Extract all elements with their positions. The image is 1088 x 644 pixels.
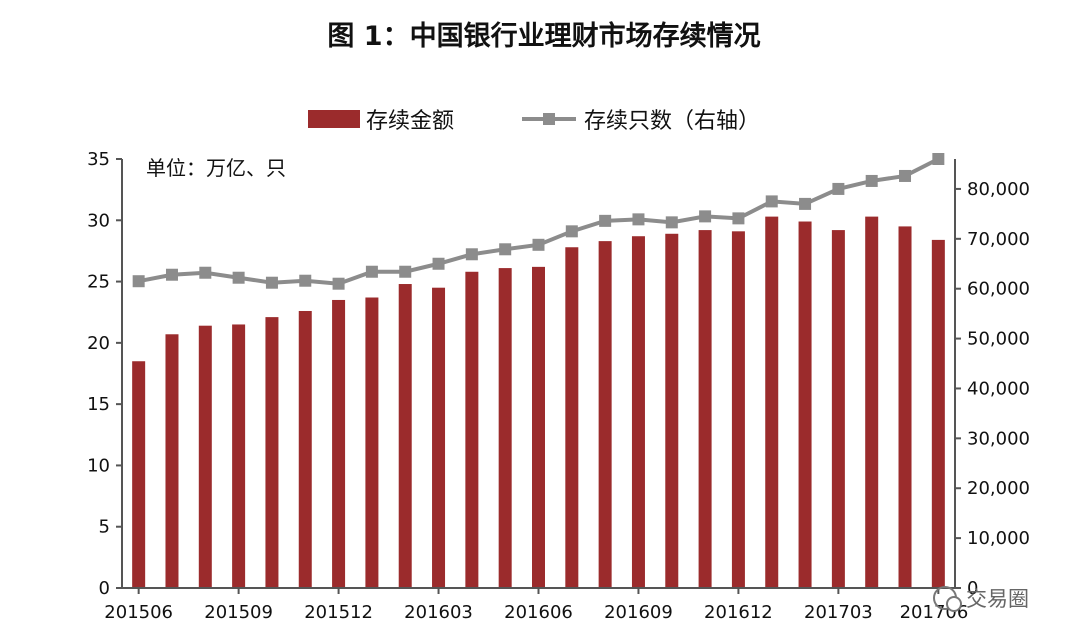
line-point-201609 — [632, 213, 645, 226]
bar-201705 — [898, 226, 912, 588]
bar-series — [132, 216, 945, 589]
line-point-201702 — [799, 197, 812, 210]
bar-201506 — [132, 361, 146, 588]
bar-201702 — [798, 221, 812, 589]
bar-201606 — [532, 266, 545, 588]
wechat-icon-small — [946, 596, 962, 612]
line-point-201603 — [432, 257, 445, 270]
line-series — [132, 153, 945, 290]
bar-201609 — [631, 236, 645, 588]
line-point-201704 — [865, 174, 878, 187]
bar-201611 — [698, 230, 712, 588]
bar-201607 — [565, 247, 579, 588]
y-left-tick-label: 10 — [87, 455, 110, 476]
bar-201706 — [931, 239, 945, 588]
y-right-tick-label: 60,000 — [967, 279, 1030, 300]
legend: 存续金额 存续只数（右轴） — [308, 109, 760, 134]
y-left-tick-label: 20 — [87, 333, 110, 354]
line-point-201510 — [265, 276, 278, 289]
line-point-201703 — [832, 182, 845, 195]
axes: 0 5 10 15 20 25 30 35 0 10,000 20,000 30,000 40,000 5… — [87, 149, 1030, 623]
legend-line-label: 存续只数（右轴） — [584, 109, 760, 134]
line-point-201611 — [699, 210, 712, 223]
bar-201604 — [465, 271, 479, 588]
x-tick-label: 201509 — [204, 602, 273, 623]
legend-bar-label: 存续金额 — [366, 109, 454, 134]
bar-201601 — [365, 297, 379, 588]
line-point-201601 — [365, 265, 378, 278]
unit-note: 单位：万亿、只 — [146, 156, 286, 180]
bar-201704 — [865, 216, 879, 588]
bar-201602 — [398, 284, 412, 588]
x-tick-label: 201512 — [304, 602, 373, 623]
y-left-tick-label: 5 — [99, 517, 110, 538]
y-right-tick-label: 80,000 — [967, 179, 1030, 200]
y-right-tick-label: 40,000 — [967, 378, 1030, 399]
line-point-201511 — [299, 274, 312, 287]
y-left-tick-label: 35 — [87, 149, 110, 170]
x-tick-label: 201506 — [104, 602, 173, 623]
bar-201703 — [831, 230, 845, 588]
bar-201510 — [265, 317, 279, 588]
line-point-201512 — [332, 277, 345, 290]
bar-201605 — [498, 268, 512, 588]
y-left-tick-label: 15 — [87, 394, 110, 415]
line-point-201701 — [765, 195, 778, 208]
line-point-201608 — [599, 214, 612, 227]
y-right-tick-label: 0 — [967, 578, 978, 599]
watermark: 交易圈 — [933, 586, 1029, 612]
line-point-201705 — [899, 169, 912, 182]
bar-201701 — [765, 216, 779, 588]
x-tick-label: 201603 — [404, 602, 473, 623]
chart-title: 图 1：中国银行业理财市场存续情况 — [327, 21, 761, 52]
y-right-tick-label: 30,000 — [967, 428, 1030, 449]
line-point-201706 — [932, 153, 945, 165]
line-point-201506 — [132, 275, 145, 288]
bar-201509 — [232, 324, 246, 588]
y-right-tick-label: 50,000 — [967, 329, 1030, 350]
line-point-201605 — [499, 243, 512, 256]
y-left-tick-label: 0 — [99, 578, 110, 599]
line-point-201604 — [465, 248, 478, 261]
bar-201608 — [598, 241, 612, 588]
line-point-201610 — [665, 216, 678, 229]
y-left-tick-label: 30 — [87, 210, 110, 231]
line-point-201509 — [232, 271, 245, 284]
line-point-201612 — [732, 212, 745, 225]
bar-201507 — [165, 334, 179, 588]
y-right-tick-label: 20,000 — [967, 478, 1030, 499]
x-tick-label: 201612 — [704, 602, 773, 623]
bar-201610 — [665, 233, 679, 589]
watermark-text: 交易圈 — [966, 587, 1029, 611]
line-point-201606 — [532, 238, 545, 251]
line-point-201508 — [199, 266, 212, 279]
bar-201603 — [432, 287, 446, 588]
line-point-201507 — [165, 268, 178, 281]
legend-line-marker — [543, 113, 555, 125]
x-tick-label: 201606 — [504, 602, 573, 623]
bar-201508 — [198, 325, 212, 588]
line-point-201607 — [565, 225, 578, 238]
x-tick-label: 201703 — [804, 602, 873, 623]
line-point-201602 — [399, 265, 412, 278]
bar-201612 — [731, 231, 745, 588]
y-right-tick-label: 70,000 — [967, 229, 1030, 250]
bar-201512 — [332, 299, 346, 588]
legend-bar-swatch — [308, 110, 360, 128]
x-tick-label: 201609 — [604, 602, 673, 623]
y-left-tick-label: 25 — [87, 272, 110, 293]
bar-201511 — [298, 310, 312, 588]
y-right-tick-label: 10,000 — [967, 528, 1030, 549]
